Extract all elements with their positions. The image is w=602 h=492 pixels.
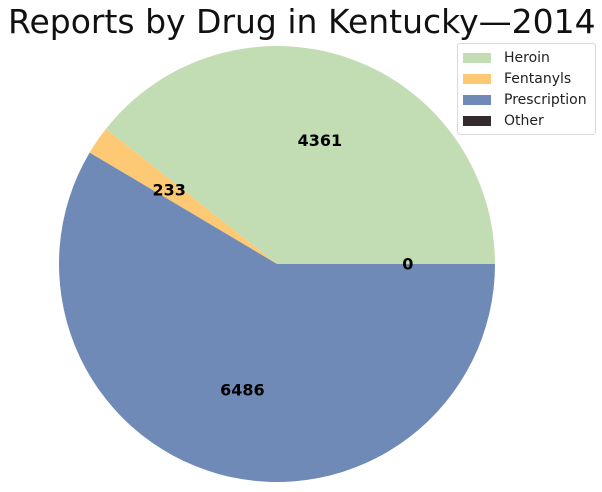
pie-slice-prescription [59,152,495,482]
chart-title: Reports by Drug in Kentucky—2014 [8,2,596,41]
legend-swatch-other [463,115,491,126]
pie-slice-heroin [105,45,496,264]
legend-label-heroin: Heroin [504,49,550,66]
legend-swatch-prescription [463,94,491,105]
legend-swatch-heroin [463,52,491,63]
legend-item-heroin: Heroin [458,47,595,68]
legend-item-prescription: Prescription [458,89,595,110]
legend: Heroin Fentanyls Prescription Other [457,43,596,135]
pie-labels: 4361 233 6486 0 [153,131,414,400]
pie-slices [59,45,496,482]
pie-label-heroin: 4361 [298,131,343,150]
pie-label-fentanyls: 233 [153,180,186,199]
pie-label-prescription: 6486 [220,381,265,400]
legend-swatch-fentanyls [463,73,491,84]
legend-item-fentanyls: Fentanyls [458,68,595,89]
pie-slice-fentanyls [89,128,278,264]
legend-label-prescription: Prescription [504,91,587,108]
legend-item-other: Other [458,110,595,131]
pie-label-other: 0 [402,255,413,274]
legend-label-other: Other [504,112,544,129]
legend-label-fentanyls: Fentanyls [504,70,572,87]
